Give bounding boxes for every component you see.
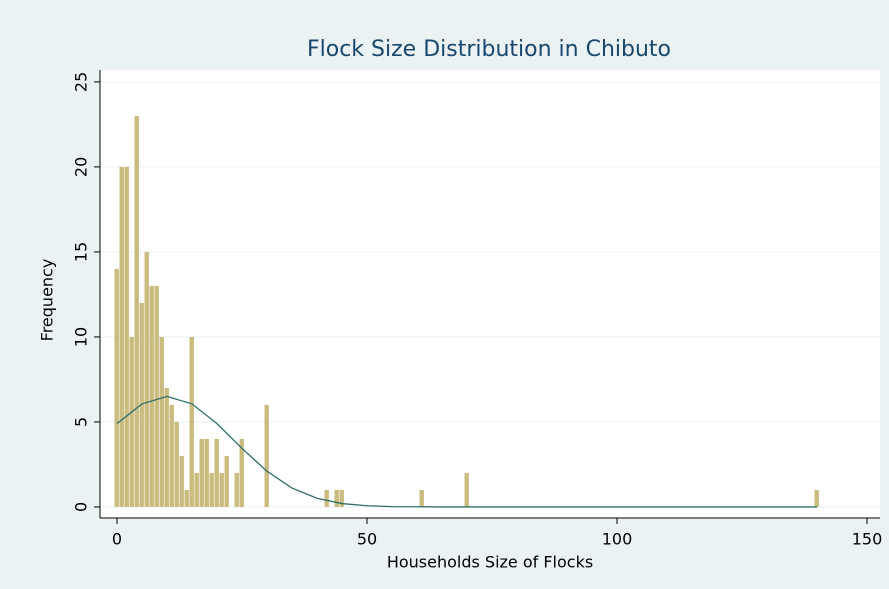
bar — [159, 336, 164, 507]
bars — [114, 115, 819, 508]
bar — [169, 404, 174, 507]
bar — [189, 336, 194, 507]
bar — [419, 489, 424, 507]
bar — [239, 438, 244, 507]
chart-title: Flock Size Distribution in Chibuto — [307, 37, 671, 62]
x-tick-label: 150 — [852, 530, 883, 549]
bar — [264, 404, 269, 507]
bar — [209, 472, 214, 507]
bar — [204, 438, 209, 507]
bar — [224, 455, 229, 507]
bar — [149, 285, 154, 507]
bar — [234, 472, 239, 507]
bar — [124, 166, 129, 507]
y-tick-label: 15 — [72, 242, 91, 262]
y-axis-title: Frequency — [38, 259, 57, 342]
x-axis-title: Households Size of Flocks — [387, 553, 593, 572]
bar — [214, 438, 219, 507]
bar — [119, 166, 124, 507]
bar — [144, 251, 149, 507]
bar — [114, 268, 119, 507]
bar — [324, 489, 329, 507]
bar — [164, 387, 169, 507]
plot-area — [100, 70, 880, 518]
bar — [174, 421, 179, 507]
bar — [194, 472, 199, 507]
bar — [199, 438, 204, 507]
axes: 0 5 10 15 20 25 0 50 100 150 — [72, 70, 883, 549]
bar — [184, 489, 189, 507]
bar — [179, 455, 184, 507]
y-tick-label: 5 — [72, 417, 91, 427]
y-tick-label: 25 — [72, 72, 91, 92]
bar — [154, 285, 159, 507]
y-tick-label: 20 — [72, 157, 91, 177]
density-curve — [116, 395, 817, 508]
bar — [464, 472, 469, 507]
bar — [134, 115, 139, 507]
x-tick-label: 0 — [112, 530, 122, 549]
bar — [129, 336, 134, 507]
y-tick-label: 10 — [72, 327, 91, 347]
x-tick-label: 50 — [357, 530, 377, 549]
bar — [339, 489, 344, 507]
x-tick-label: 100 — [602, 530, 633, 549]
y-tick-label: 0 — [72, 502, 91, 512]
bar — [219, 472, 224, 507]
bar — [334, 489, 339, 507]
bar — [814, 489, 819, 507]
